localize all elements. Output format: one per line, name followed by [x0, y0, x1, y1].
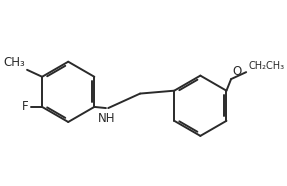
Text: NH: NH	[98, 112, 116, 125]
Text: F: F	[22, 100, 28, 113]
Text: O: O	[232, 65, 241, 78]
Text: CH₂CH₃: CH₂CH₃	[249, 61, 285, 71]
Text: CH₃: CH₃	[3, 56, 25, 69]
